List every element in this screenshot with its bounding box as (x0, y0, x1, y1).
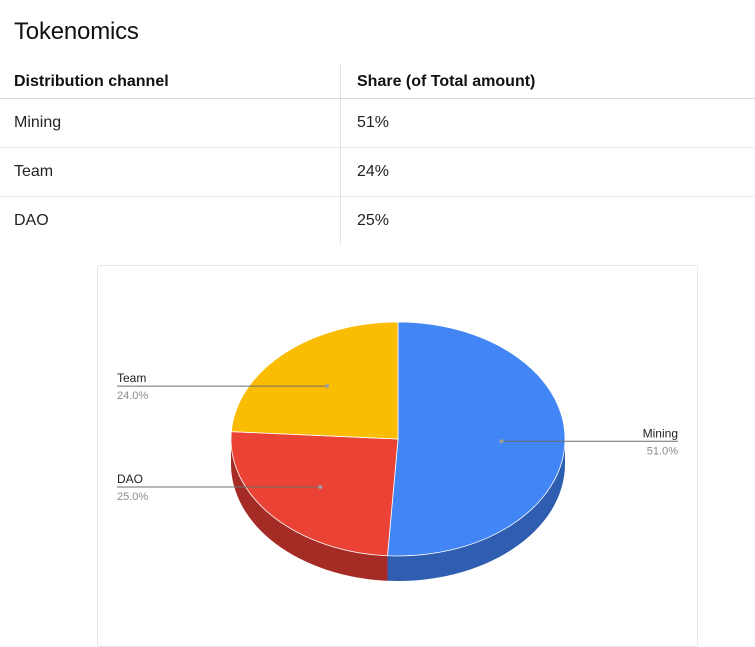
table-header-row: Distribution channel Share (of Total amo… (0, 65, 755, 99)
channel-cell: Team (0, 148, 341, 197)
column-header-share: Share (of Total amount) (341, 65, 755, 99)
channel-cell: Mining (0, 99, 341, 148)
slice-label-dao: DAO (117, 472, 143, 486)
pie-chart: Mining 51.0% DAO 25.0% Team 24.0% (98, 266, 697, 636)
pie-slice-team (231, 322, 398, 439)
leader-dot-mining (499, 439, 503, 443)
table-row: DAO 25% (0, 197, 755, 246)
pie-tops (231, 322, 565, 556)
table-row: Mining 51% (0, 99, 755, 148)
page-title: Tokenomics (14, 18, 139, 46)
column-header-channel: Distribution channel (0, 65, 341, 99)
table-row: Team 24% (0, 148, 755, 197)
leader-dot-dao (318, 485, 322, 489)
share-cell: 25% (341, 197, 755, 246)
tokenomics-table: Distribution channel Share (of Total amo… (0, 65, 755, 245)
share-cell: 51% (341, 99, 755, 148)
pie-chart-container: Mining 51.0% DAO 25.0% Team 24.0% (97, 265, 698, 647)
channel-cell: DAO (0, 197, 341, 246)
leader-dot-team (325, 384, 329, 388)
slice-percent-team: 24.0% (117, 390, 148, 402)
slice-percent-mining: 51.0% (647, 445, 678, 457)
slice-label-team: Team (117, 371, 146, 385)
pie-slice-dao (231, 432, 398, 556)
slice-label-mining: Mining (643, 426, 678, 440)
share-cell: 24% (341, 148, 755, 197)
slice-percent-dao: 25.0% (117, 491, 148, 503)
